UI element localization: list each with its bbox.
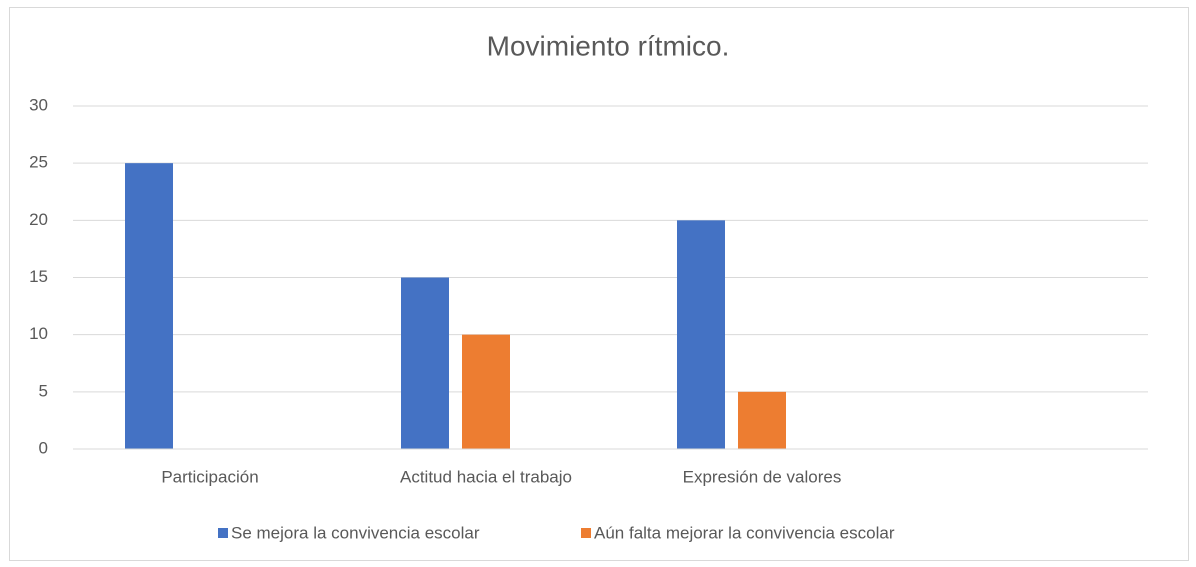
bar bbox=[125, 163, 173, 449]
bar bbox=[677, 220, 725, 449]
legend-label: Se mejora la convivencia escolar bbox=[231, 523, 480, 542]
y-tick-label: 25 bbox=[29, 153, 48, 172]
chart-title: Movimiento rítmico. bbox=[487, 30, 730, 61]
x-tick-label: Actitud hacia el trabajo bbox=[400, 467, 572, 486]
x-tick-label: Participación bbox=[161, 467, 258, 486]
y-tick-label: 5 bbox=[39, 381, 48, 400]
legend-swatch bbox=[581, 528, 591, 538]
y-tick-label: 30 bbox=[29, 95, 48, 114]
chart-border bbox=[9, 7, 1189, 561]
y-tick-label: 10 bbox=[29, 324, 48, 343]
bar bbox=[401, 277, 449, 449]
legend-label: Aún falta mejorar la convivencia escolar bbox=[594, 523, 895, 542]
y-tick-label: 0 bbox=[39, 438, 48, 457]
y-tick-label: 20 bbox=[29, 210, 48, 229]
y-tick-label: 15 bbox=[29, 267, 48, 286]
legend-swatch bbox=[218, 528, 228, 538]
bar bbox=[462, 334, 510, 449]
x-tick-label: Expresión de valores bbox=[683, 467, 842, 486]
bar bbox=[738, 391, 786, 449]
